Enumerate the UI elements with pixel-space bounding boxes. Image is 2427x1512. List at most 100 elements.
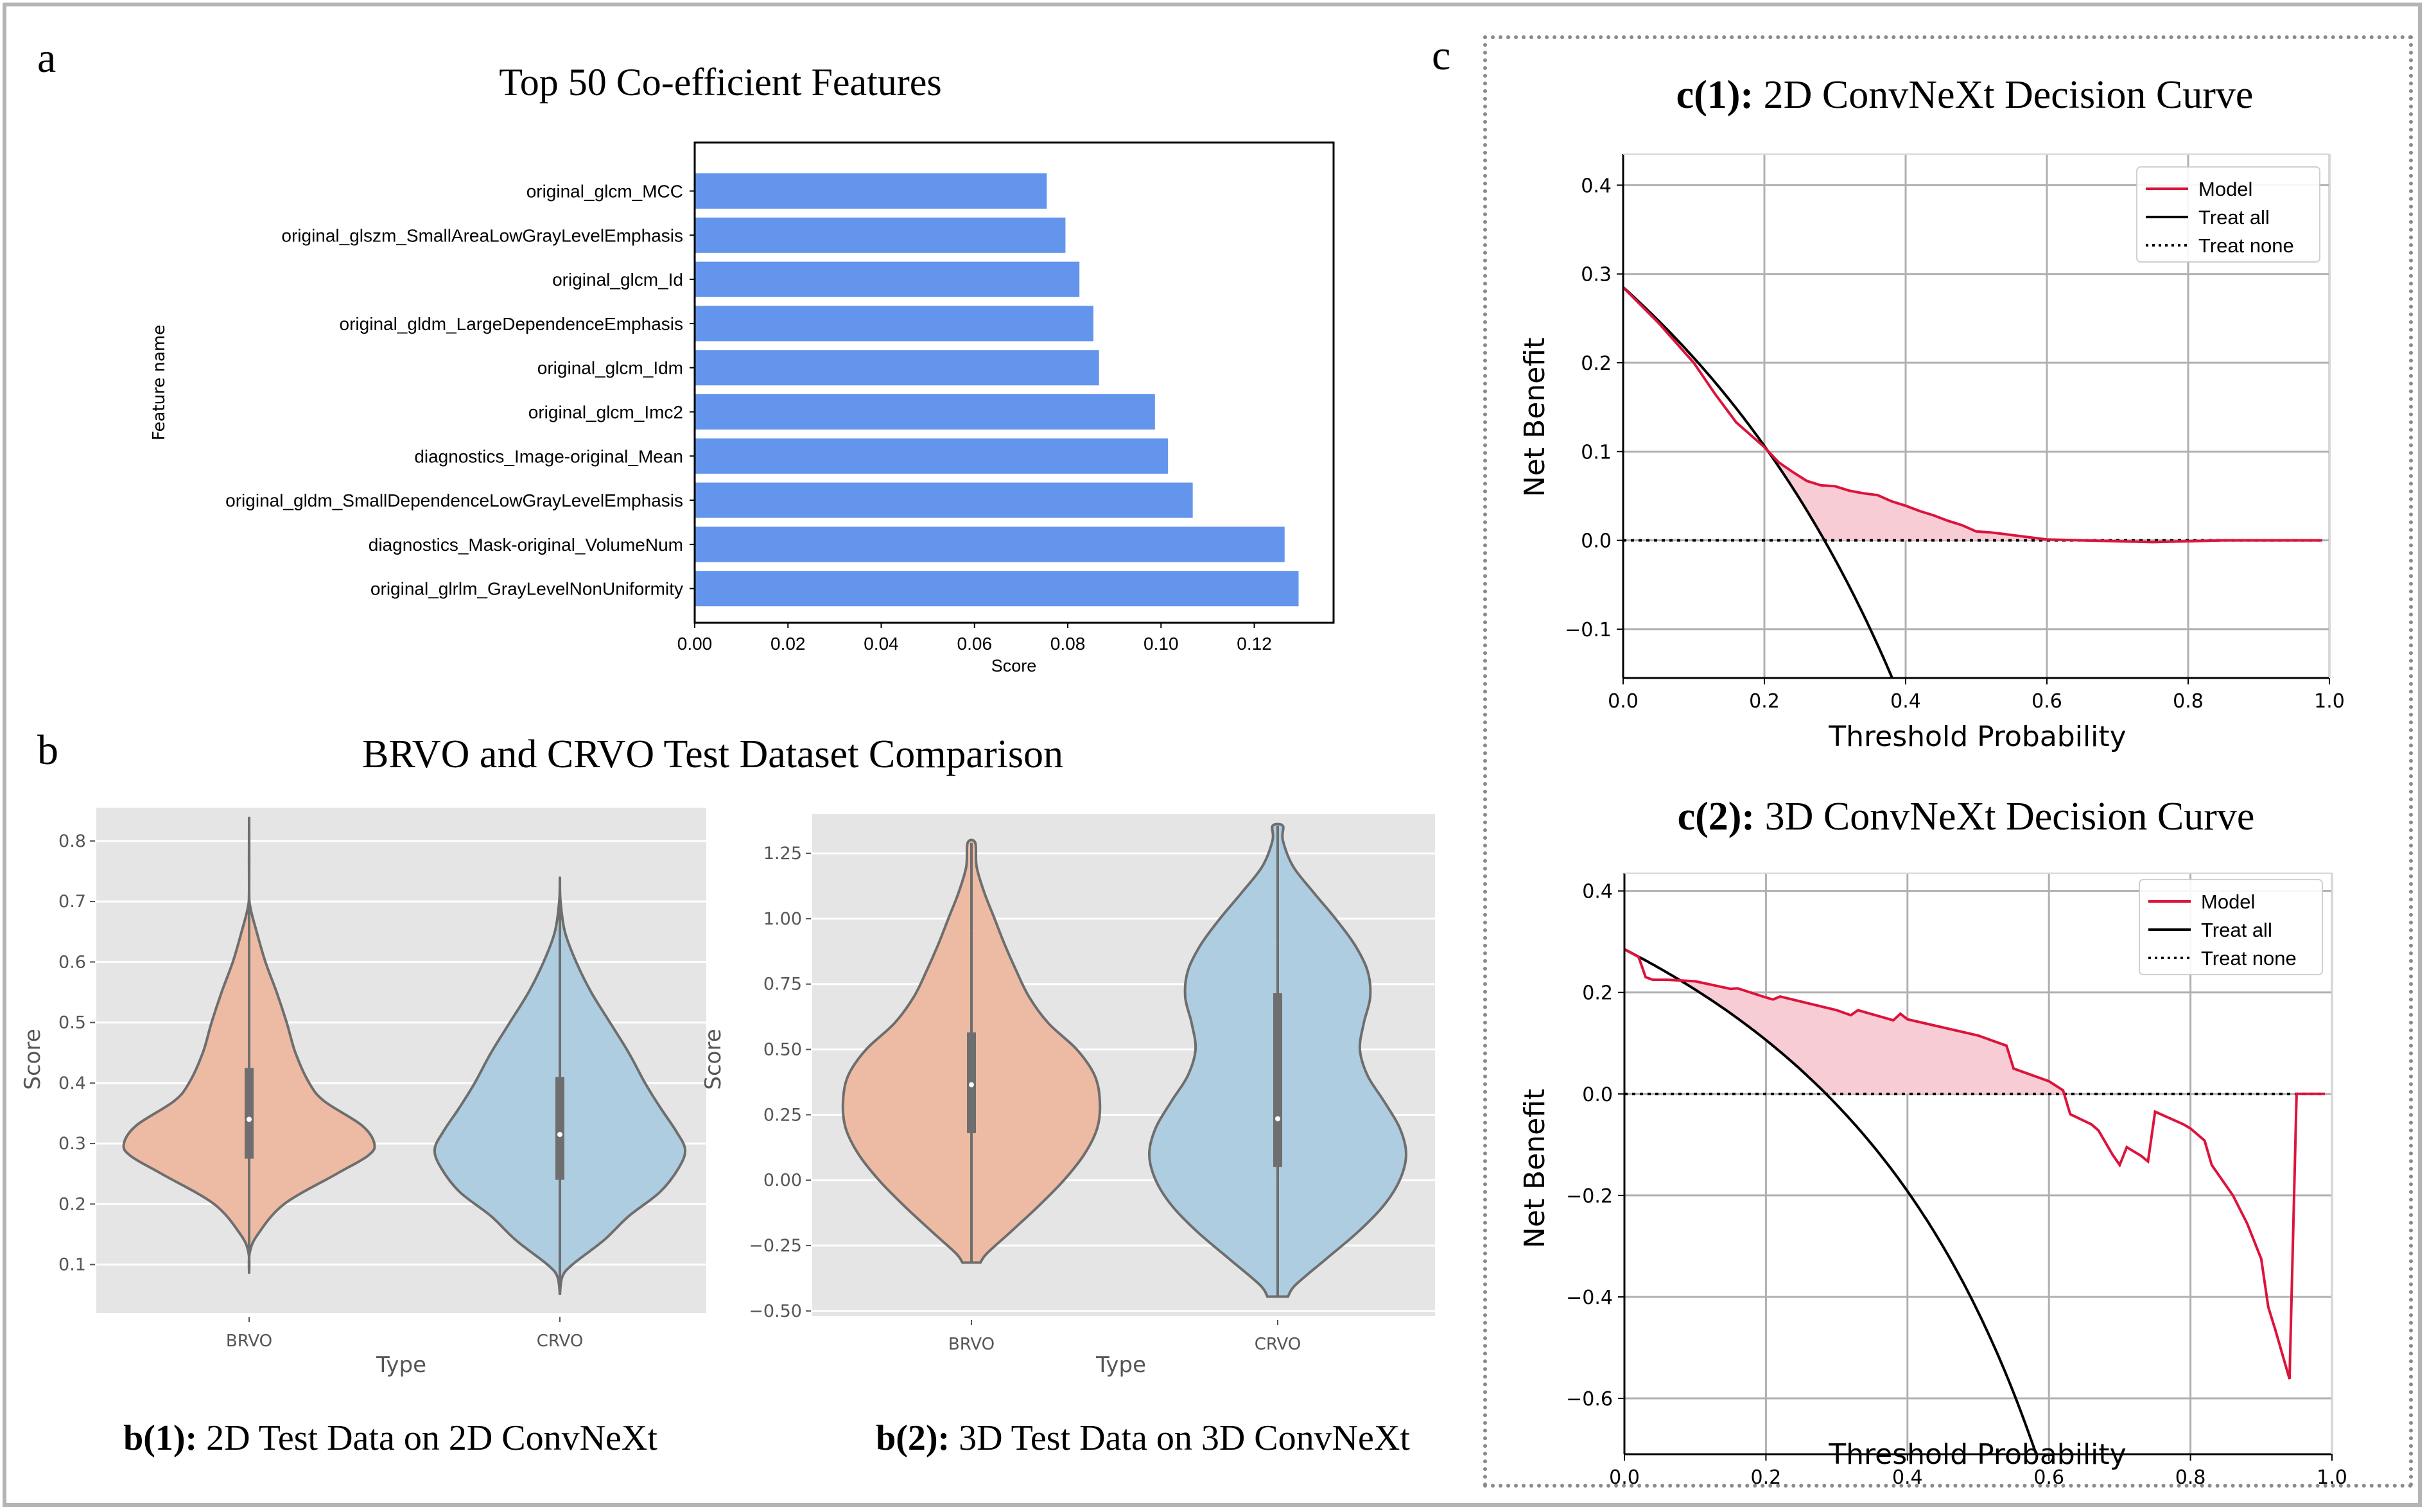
panel-a-bar-chart: Top 50 Co-efficient Features original_gl… <box>150 61 1335 675</box>
bar <box>695 173 1047 209</box>
bars-group <box>695 173 1299 607</box>
x-tick-labels: BRVO CRVO <box>226 1317 583 1351</box>
median-dot <box>1275 1116 1280 1122</box>
y-tick-label: 0.3 <box>58 1134 86 1154</box>
chart-title: c(2): 3D ConvNeXt Decision Curve <box>1678 795 2255 839</box>
x-axis-label: Threshold Probability <box>1828 720 2126 753</box>
y-axis-label: Net Benefit <box>1518 338 1551 497</box>
model-line <box>1623 286 2322 544</box>
y-tick-label: −0.25 <box>749 1236 802 1256</box>
x-tick-labels: 0.00 0.02 0.04 0.06 0.08 0.10 0.12 <box>677 623 1272 654</box>
panel-b2-violin-chart: −0.50 −0.25 0.00 0.25 0.50 0.75 1.00 1.25 BRVO C… <box>700 814 1435 1458</box>
treat-all-line <box>1623 286 1894 678</box>
y-tick-label: −0.6 <box>1566 1388 1613 1411</box>
b2-caption: b(2): 3D Test Data on 3D ConvNeXt <box>876 1418 1410 1458</box>
box-iqr <box>1273 993 1282 1167</box>
box-iqr <box>245 1068 254 1159</box>
x-tick-label: 0.00 <box>677 634 713 654</box>
y-tick-labels: original_glcm_MCC original_glszm_SmallAre… <box>225 182 695 599</box>
x-axis-label: Type <box>1095 1352 1146 1378</box>
x-tick-label: 0.04 <box>864 634 899 654</box>
bar <box>695 394 1155 430</box>
y-tick-label: 0.25 <box>763 1105 802 1125</box>
x-tick-label: 0.06 <box>957 634 993 654</box>
bar <box>695 350 1099 386</box>
violins-group <box>841 822 1408 1298</box>
x-tick-label: CRVO <box>537 1332 584 1351</box>
panel-label-c: c <box>1432 32 1450 79</box>
panel-c2-decision-curve: c(2): 3D ConvNeXt Decision Curve 0.0 0.2 0… <box>1518 795 2347 1489</box>
x-tick-labels: BRVO CRVO <box>948 1320 1301 1354</box>
legend: Model Treat all Treat none <box>2136 166 2320 263</box>
y-tick-label: 0.00 <box>763 1170 802 1190</box>
title-bold: c(1): <box>1676 73 1753 117</box>
bar <box>695 438 1169 474</box>
y-tick-label: original_gldm_SmallDependenceLowGrayLeve… <box>225 491 683 510</box>
x-tick-label: 0.10 <box>1144 634 1179 654</box>
x-tick-label: 0.0 <box>1609 1466 1640 1489</box>
panel-b1-violin-chart: 0.1 0.2 0.3 0.4 0.5 0.6 0.7 0.8 BRVO CRVO Type S… <box>20 808 706 1458</box>
model-line <box>1624 948 2325 1380</box>
x-tick-label: 1.0 <box>2317 1466 2347 1489</box>
y-tick-label: original_glcm_MCC <box>526 182 683 202</box>
x-tick-label: 0.4 <box>1890 690 1921 713</box>
legend-box <box>2136 166 2320 263</box>
y-tick-label: original_glcm_Imc2 <box>528 403 683 422</box>
bar <box>695 571 1299 607</box>
bar <box>695 482 1193 518</box>
caption-text: 2D Test Data on 2D ConvNeXt <box>197 1418 657 1458</box>
y-tick-label: 0.8 <box>58 831 86 851</box>
violins-group <box>122 816 687 1295</box>
y-tick-label: −0.2 <box>1566 1185 1613 1208</box>
x-axis-label: Threshold Probability <box>1828 1438 2126 1471</box>
y-tick-label: −0.4 <box>1566 1287 1613 1309</box>
y-tick-label: original_glrlm_GrayLevelNonUniformity <box>370 579 683 599</box>
y-tick-label: 0.3 <box>1581 264 1612 286</box>
y-tick-label: 0.2 <box>1582 982 1613 1005</box>
y-tick-label: diagnostics_Mask-original_VolumeNum <box>369 535 683 555</box>
title-text: 3D ConvNeXt Decision Curve <box>1755 795 2254 839</box>
y-tick-label: −0.1 <box>1565 619 1612 641</box>
y-tick-label: original_glszm_SmallAreaLowGrayLevelEmph… <box>281 225 683 245</box>
y-axis-label: Score <box>20 1029 46 1090</box>
y-tick-label: 0.4 <box>1581 175 1612 197</box>
bar <box>695 217 1066 253</box>
panel-c1-decision-curve: c(1): 2D ConvNeXt Decision Curve 0.0 0.2 0… <box>1518 73 2345 753</box>
x-tick-label: 0.6 <box>2031 690 2062 713</box>
y-axis-label: Score <box>700 1029 726 1090</box>
x-tick-label: 0.12 <box>1237 634 1272 654</box>
figure-frame <box>3 3 2422 1507</box>
caption-bold: b(2): <box>876 1418 950 1458</box>
y-tick-label: 0.1 <box>58 1255 86 1275</box>
legend-label: Treat all <box>2198 206 2270 229</box>
model-benefit-fill <box>1682 980 2064 1094</box>
y-axis-label: Net Benefit <box>1518 1089 1551 1248</box>
x-tick-label: 0.02 <box>770 634 806 654</box>
y-tick-label: 0.0 <box>1582 1084 1613 1106</box>
y-tick-label: 1.00 <box>763 909 802 929</box>
axes-frame <box>693 141 1335 624</box>
y-tick-label: original_glcm_Id <box>552 270 683 290</box>
x-tick-label: CRVO <box>1255 1335 1301 1354</box>
chart-title: Top 50 Co-efficient Features <box>499 61 942 103</box>
bar <box>695 306 1093 342</box>
x-tick-label: 0.6 <box>2033 1466 2064 1489</box>
treat-all-line <box>1624 948 2038 1454</box>
y-tick-label: 0.50 <box>763 1040 802 1060</box>
x-tick-label: 0.8 <box>2175 1466 2206 1489</box>
y-axis-label: Feature name <box>150 325 169 440</box>
x-tick-label: 0.2 <box>1751 1466 1782 1489</box>
x-tick-label: 0.0 <box>1608 690 1639 713</box>
legend-label: Treat none <box>2201 947 2297 969</box>
y-tick-label: 0.2 <box>1581 352 1612 375</box>
title-bold: c(2): <box>1678 795 1755 839</box>
y-tick-label: 0.75 <box>763 975 802 995</box>
x-tick-label: 0.08 <box>1050 634 1086 654</box>
median-dot <box>557 1131 562 1137</box>
x-tick-label: 0.2 <box>1749 690 1780 713</box>
y-tick-labels: 0.1 0.2 0.3 0.4 0.5 0.6 0.7 0.8 <box>58 831 95 1275</box>
chart-title: c(1): 2D ConvNeXt Decision Curve <box>1676 73 2254 117</box>
caption-bold: b(1): <box>123 1418 197 1458</box>
median-dot <box>969 1082 974 1088</box>
